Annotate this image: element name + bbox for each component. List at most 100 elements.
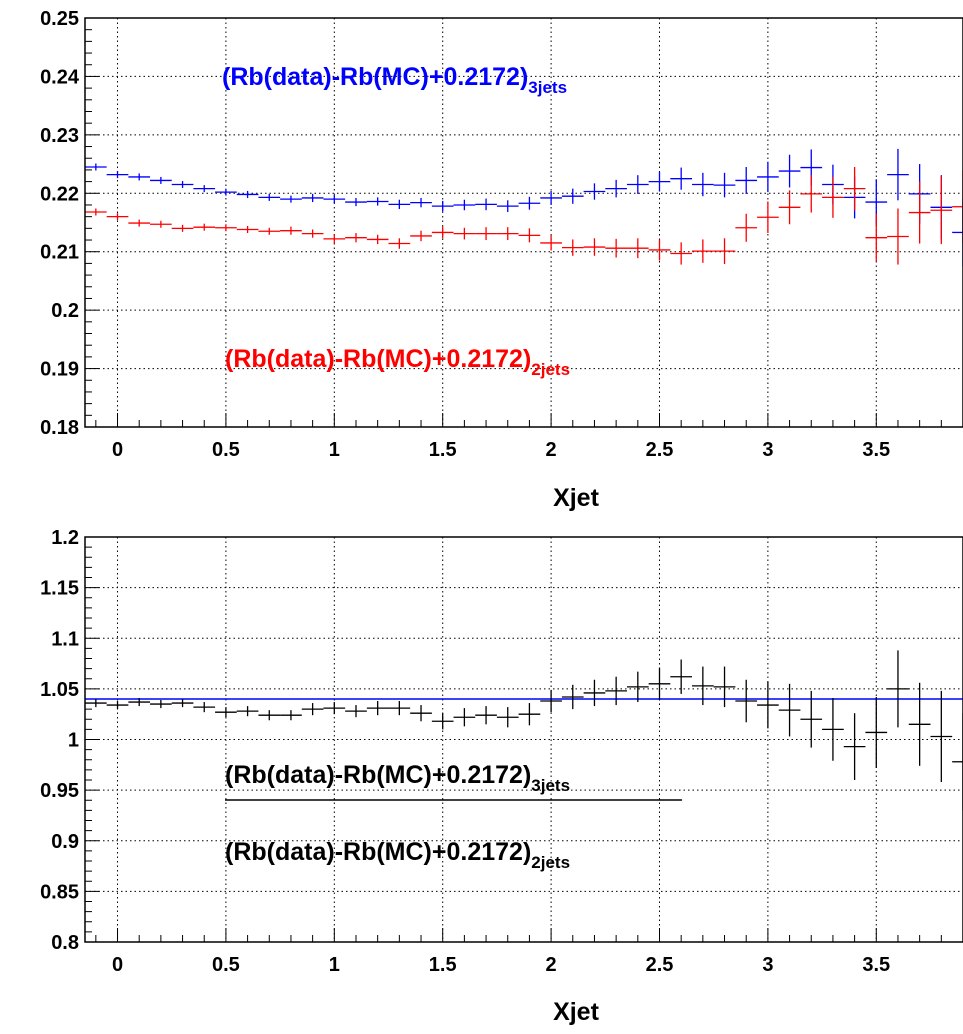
data-point [605,179,627,198]
data-point [692,666,714,706]
x-tick-label: 3 [762,439,773,461]
data-point [757,681,779,729]
bottom-ratio-panel: 0 0.5 1 1.5 2 2.5 3 3.5 0.8 0.85 0.9 0.95 1 1.05 1.1 1.… [40,527,963,1026]
data-point [952,713,963,811]
data-point [843,166,866,211]
data-point [952,198,963,267]
data-point [150,700,172,709]
data-point [150,220,172,228]
series-annotation: (Rb(data)-Rb(MC)+0.2172)3jets [225,761,570,795]
x-tick-label: 0 [112,954,123,976]
data-point [713,666,736,708]
data-point [193,702,216,713]
data-point [496,200,519,212]
data-point [258,227,281,235]
data-point [431,226,454,239]
data-point [692,172,714,197]
data-point [193,185,216,193]
y-tick-label: 1 [68,730,79,752]
data-point [865,213,888,262]
data-point [735,166,758,194]
y-tick-label: 1.1 [51,628,79,650]
data-point [236,190,259,198]
data-point [323,702,346,715]
data-point [540,190,562,205]
data-point [561,239,584,256]
data-point [215,707,237,718]
annotation-subscript: 3jets [531,776,570,795]
data-point [865,696,888,768]
data-point [583,183,606,200]
x-tick-label: 3.5 [862,439,890,461]
data-point [561,684,584,710]
data-point [757,161,779,193]
data-point [908,682,931,766]
data-point [150,176,172,184]
data-point [670,659,693,694]
data-point [280,710,302,721]
y-tick-label: 0.85 [40,881,79,903]
y-tick-label: 0.22 [40,183,79,205]
data-point [431,713,454,730]
data-point [106,171,129,179]
data-point [236,226,259,234]
data-point [778,190,801,225]
data-point [583,679,606,707]
series-annotation: (Rb(data)-Rb(MC)+0.2172)2jets [225,838,570,872]
data-point [301,703,324,716]
data-point [540,689,562,713]
data-point [85,699,107,708]
data-point [583,238,606,256]
data-point [171,224,194,232]
data-point [648,239,671,261]
data-point [887,208,909,265]
data-point [410,230,432,242]
tick-labels: 0 0.5 1 1.5 2 2.5 3 3.5 0.8 0.85 0.9 0.95 1 1.05 1.1 1.… [40,527,890,976]
series-annotation: (Rb(data)-Rb(MC)+0.2172)3jets [222,63,567,97]
data-series [85,166,963,265]
data-point [800,690,823,748]
data-point [496,707,519,728]
plot-frame [84,536,963,943]
data-point [323,195,346,204]
data-point [388,701,411,716]
x-tick-label: 2 [546,954,557,976]
data-point [561,188,584,204]
data-point [713,238,736,264]
data-point [410,197,432,208]
x-axis-title: Xjet [553,998,600,1026]
data-point [822,697,844,761]
data-point [258,710,281,721]
data-point [215,188,237,196]
data-point [453,227,476,240]
y-tick-label: 0.18 [40,417,79,439]
y-tick-label: 0.23 [40,125,79,147]
data-point [887,148,909,201]
data-point [215,224,237,232]
top-rb-panel: 0 0.5 1 1.5 2 2.5 3 3.5 0.18 0.19 0.2 0.21 0.22 0.23 0… [40,8,963,512]
data-point [887,650,909,728]
data-point [128,697,151,707]
data-point [952,170,963,243]
data-point [236,706,259,717]
data-point [366,234,389,245]
annotation-subscript: 2jets [531,360,570,379]
data-point [280,195,302,203]
data-point [908,181,931,244]
data-point [345,705,367,718]
data-point [626,175,649,194]
x-tick-label: 2.5 [646,439,674,461]
y-tick-label: 1.2 [51,527,79,549]
data-point [778,683,801,737]
data-point [648,667,671,701]
x-tick-label: 1 [329,954,340,976]
data-point [193,223,216,231]
data-point [475,706,497,725]
data-point [518,196,541,210]
data-point [843,713,866,780]
data-point [171,699,194,708]
x-axis-title: Xjet [553,484,600,512]
annotation-subscript: 2jets [531,853,570,872]
y-tick-label: 0.2 [51,300,79,322]
